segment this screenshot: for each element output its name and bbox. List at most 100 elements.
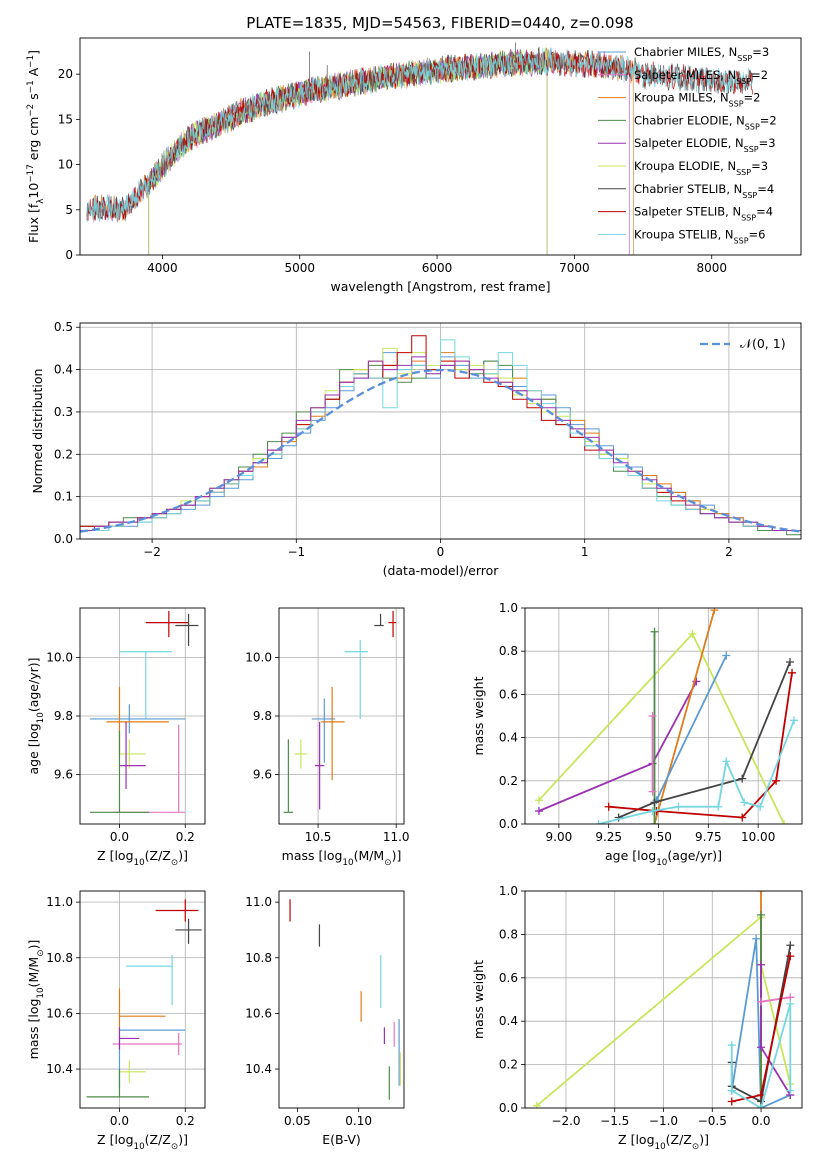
legend-label: 𝒩(0, 1) xyxy=(740,336,786,351)
y-tick-label: 9.8 xyxy=(253,709,272,723)
y-tick-label: 0.4 xyxy=(499,1014,518,1028)
weight-marker xyxy=(714,802,723,811)
y-axis-label: mass [log10(M/M⊙)] xyxy=(26,940,46,1060)
weight-line xyxy=(730,938,791,1108)
y-tick-label: 0 xyxy=(65,248,73,262)
weight-marker xyxy=(648,807,657,816)
legend-label: Kroupa STELIB, NSSP=6 xyxy=(634,227,765,245)
y-tick-label: 9.6 xyxy=(54,767,73,781)
y-tick-label: 0.2 xyxy=(499,774,518,788)
y-tick-label: 11.0 xyxy=(46,895,73,909)
y-tick-label: 10.6 xyxy=(46,1006,73,1020)
y-tick-label: 10.6 xyxy=(245,1006,272,1020)
panel-mass-vs-Z: 0.0 0.2 10.4 10.6 10.8 11.0 Z [log10(Z/Z⊙)] mas… xyxy=(26,890,206,1152)
weight-marker xyxy=(780,820,789,824)
weight-line xyxy=(598,719,795,824)
panel-weight-vs-Z: −2.0 −1.5 −1.0 −0.5 0.0 0.0 0.2 0.4 0.6 0.8 1.0 Z [… xyxy=(471,884,803,1152)
weight-marker xyxy=(788,668,797,677)
histogram-series xyxy=(80,356,801,539)
weight-marker xyxy=(757,891,766,895)
axes-frame xyxy=(79,322,802,540)
weight-marker xyxy=(757,960,766,969)
y-tick-label: 10.8 xyxy=(245,951,272,965)
x-tick-label: 7000 xyxy=(559,261,590,275)
y-tick-label: 0.2 xyxy=(499,1058,518,1072)
y-axis-label: mass weight xyxy=(471,960,486,1039)
y-axis-label: mass weight xyxy=(471,676,486,755)
weight-marker xyxy=(604,802,613,811)
legend-label: Kroupa MILES, NSSP=2 xyxy=(634,91,760,109)
y-tick-label: 20 xyxy=(58,67,73,81)
x-axis-label: mass [log10(M/M⊙)] xyxy=(282,848,402,868)
weight-marker xyxy=(727,1041,736,1050)
legend: Chabrier MILES, NSSP=3 Salpeter MILES, NS… xyxy=(598,45,777,245)
x-axis-label: wavelength [Angstrom, rest frame] xyxy=(330,279,550,294)
weight-marker xyxy=(532,1101,541,1108)
weight-line xyxy=(655,655,728,801)
y-axis-label: age [log10(age/yr)] xyxy=(26,657,46,774)
panel-weight-vs-age: 9.00 9.25 9.50 9.75 10.00 0.0 0.2 0.4 0.6 0.8 1.0 a… xyxy=(471,601,803,868)
x-tick-label: −2 xyxy=(143,545,161,559)
plot-area-age-vs-Z xyxy=(89,610,199,813)
y-tick-label: 10 xyxy=(58,158,73,172)
weight-marker xyxy=(772,776,781,785)
y-tick-label: 0.5 xyxy=(54,320,73,334)
weight-marker xyxy=(727,1086,736,1095)
y-tick-label: 0.0 xyxy=(499,817,518,831)
y-axis-label: Flux [fλ10−17 erg cm−2 s−1 A−1] xyxy=(26,50,46,243)
weight-marker xyxy=(722,757,731,766)
panel-age-vs-mass: 10.5 11.0 9.6 9.8 10.0 mass [log10(M/M⊙)] xyxy=(245,607,410,868)
y-tick-label: 10.4 xyxy=(245,1062,272,1076)
weight-line xyxy=(653,609,716,824)
legend-label: Chabrier MILES, NSSP=3 xyxy=(634,45,769,63)
y-tick-label: 10.4 xyxy=(46,1062,73,1076)
weight-line xyxy=(760,996,791,1003)
y-tick-label: 1.0 xyxy=(499,601,518,615)
y-tick-label: 11.0 xyxy=(245,895,272,909)
weight-marker xyxy=(786,1086,795,1095)
x-axis-label: Z [log10(Z/Z⊙)] xyxy=(618,1132,709,1152)
panel-spectrum: 4000 5000 6000 7000 8000 0 5 10 15 20 wavelength [… xyxy=(26,37,802,294)
weight-marker xyxy=(786,941,795,950)
x-tick-label: −1 xyxy=(287,545,305,559)
y-tick-label: 15 xyxy=(58,112,73,126)
x-tick-label: 0.0 xyxy=(110,1114,129,1128)
figure-title: PLATE=1835, MJD=54563, FIBERID=0440, z=0… xyxy=(246,14,633,32)
x-tick-label: 11.0 xyxy=(383,830,410,844)
weight-marker xyxy=(757,1090,766,1099)
legend-label: Chabrier STELIB, NSSP=4 xyxy=(634,182,774,200)
weight-marker xyxy=(534,807,543,816)
weight-marker xyxy=(650,820,659,824)
axes-frame xyxy=(79,37,802,256)
y-tick-label: 9.6 xyxy=(253,767,272,781)
panel-age-vs-Z: 0.0 0.2 9.6 9.8 10.0 Z [log10(Z/Z⊙)] age [log1… xyxy=(26,607,206,868)
x-tick-label: 0.2 xyxy=(176,1114,195,1128)
legend-label: Salpeter STELIB, NSSP=4 xyxy=(634,205,773,223)
weight-marker xyxy=(648,787,657,796)
y-tick-label: 0.4 xyxy=(54,363,73,377)
weight-line xyxy=(538,680,698,812)
x-tick-label: 8000 xyxy=(696,261,727,275)
weight-marker xyxy=(738,813,747,822)
y-tick-label: 10.0 xyxy=(46,651,73,665)
weight-marker xyxy=(688,629,697,638)
x-axis-label: (data-model)/error xyxy=(383,563,500,578)
legend-label: Chabrier ELODIE, NSSP=2 xyxy=(634,113,777,130)
weight-marker xyxy=(757,1043,766,1052)
axes-frame xyxy=(524,890,803,1109)
y-tick-label: 0.0 xyxy=(499,1101,518,1115)
weight-marker xyxy=(757,1104,766,1108)
y-tick-label: 0.8 xyxy=(499,927,518,941)
weight-marker xyxy=(757,997,766,1006)
weight-marker xyxy=(752,934,761,943)
plot-area-weight-vs-age xyxy=(534,608,799,824)
weight-marker xyxy=(722,651,731,660)
weight-marker xyxy=(790,716,799,725)
x-axis-label: age [log10(age/yr)] xyxy=(605,848,722,868)
x-tick-label: 10.5 xyxy=(305,830,332,844)
x-tick-label: 9.00 xyxy=(546,830,573,844)
legend-label: Salpeter ELODIE, NSSP=3 xyxy=(634,136,776,154)
weight-marker xyxy=(740,798,749,807)
x-tick-label: −1.5 xyxy=(600,1114,629,1128)
